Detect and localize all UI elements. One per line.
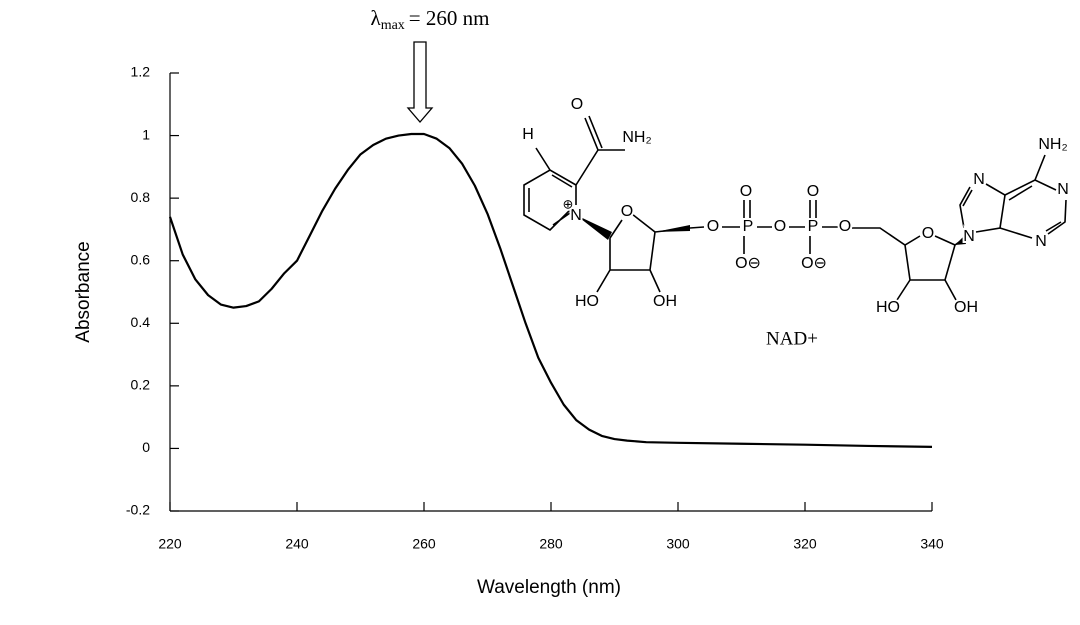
x-tick-label: 300 — [666, 536, 690, 552]
wedge-bonds — [576, 215, 966, 245]
structure-label: N — [570, 207, 582, 224]
structure-label: O⊖ — [801, 255, 827, 272]
bonds — [523, 115, 1067, 301]
x-tick-label: 320 — [793, 536, 817, 552]
y-axis-label: Absorbance — [73, 241, 94, 342]
structure-label: HO — [876, 299, 900, 316]
annotation-subscript: max — [381, 18, 405, 33]
x-tick-label: 260 — [412, 536, 436, 552]
y-tick-label: -0.2 — [126, 502, 150, 518]
structure-label: OH — [954, 299, 978, 316]
structure-label: O — [740, 183, 752, 200]
y-tick-label: 0.2 — [131, 377, 151, 393]
spectrum-line — [168, 132, 933, 448]
structure-label: N — [973, 171, 985, 188]
structure-label: N — [1035, 233, 1047, 250]
y-tick-label: 0.6 — [131, 251, 151, 267]
structure-label: NH₂ — [1038, 136, 1067, 153]
structure-label: OH — [653, 293, 677, 310]
y-tick-label: 1.2 — [131, 64, 151, 80]
y-tick-label: 1 — [142, 126, 150, 142]
structure-label: NH₂ — [622, 129, 651, 146]
x-tick-label: 240 — [285, 536, 309, 552]
structure-label: O — [707, 218, 719, 235]
structure-label: O⊖ — [735, 255, 761, 272]
y-tick-label: 0.8 — [131, 189, 151, 205]
structure-label: P — [743, 218, 754, 235]
structure-label: N — [1057, 181, 1069, 198]
annotation-symbol: λ — [371, 6, 382, 30]
x-axis-label: Wavelength (nm) — [477, 577, 621, 598]
structure-label: HO — [575, 293, 599, 310]
structure-label: O — [807, 183, 819, 200]
structure-label: O — [571, 96, 583, 113]
structure-label: O — [774, 218, 786, 235]
annotation: λmax = 260 nm — [371, 6, 490, 33]
annotation-arrow — [406, 41, 434, 123]
structure-label: N — [963, 228, 975, 245]
x-tick-label: 280 — [539, 536, 563, 552]
annotation-text: = 260 nm — [409, 6, 490, 30]
structure-label: H — [522, 126, 534, 143]
structure-label: ⊕ — [563, 196, 574, 211]
structure-label: P — [808, 218, 819, 235]
x-tick-label: 340 — [920, 536, 944, 552]
structure-label: O — [621, 203, 633, 220]
structure-name: NAD+ — [766, 328, 818, 349]
x-tick-label: 220 — [158, 536, 182, 552]
y-tick-label: 0.4 — [131, 314, 151, 330]
structure-label: O — [922, 225, 934, 242]
structure-label: O — [839, 218, 851, 235]
y-tick-label: 0 — [142, 439, 150, 455]
